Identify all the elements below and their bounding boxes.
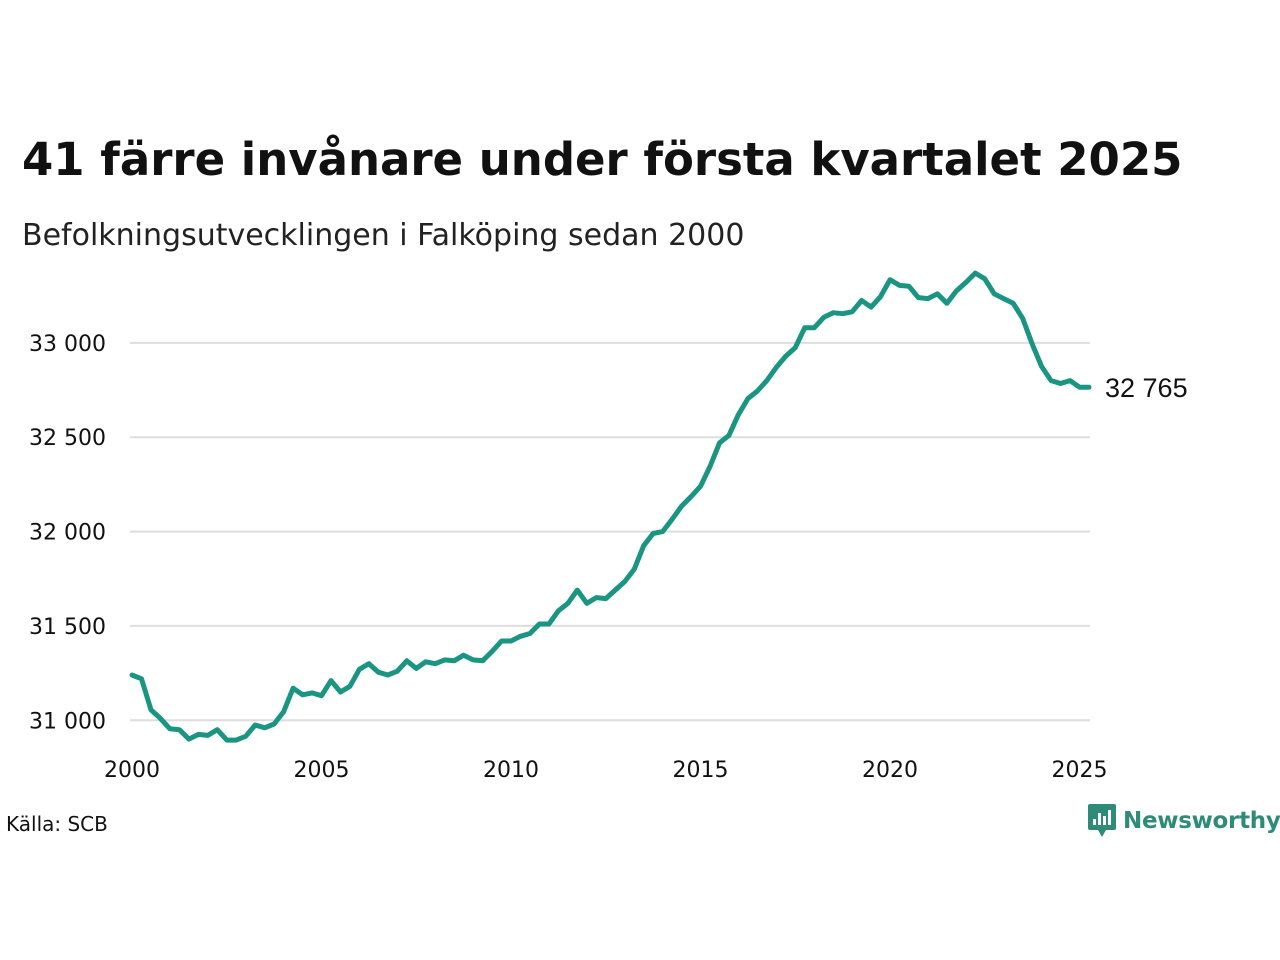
y-tick-label: 32 500 [29,426,106,451]
chart-subtitle: Befolkningsutvecklingen i Falköping seda… [22,218,745,253]
x-tick-label: 2010 [483,758,539,783]
x-tick-label: 2000 [104,758,160,783]
y-axis-tick-labels: 31 000 31 500 32 000 32 500 33 000 [29,332,106,734]
y-gridlines [130,341,1090,722]
x-tick-label: 2020 [862,758,918,783]
source-label: Källa: SCB [6,812,108,836]
population-series [129,270,1092,743]
x-tick-label: 2015 [673,758,729,783]
y-tick-label: 33 000 [29,332,106,357]
population-line [129,270,1092,743]
newsworthy-logo-icon [1088,804,1116,837]
x-tick-label: 2005 [294,758,350,783]
brand-name: Newsworthy [1123,808,1280,834]
y-tick-label: 31 500 [29,615,106,640]
newsworthy-brand[interactable]: Newsworthy [1088,804,1280,838]
y-tick-label: 32 000 [29,521,106,546]
chart-title: 41 färre invånare under första kvartalet… [22,133,1183,186]
y-tick-label: 31 000 [29,709,106,734]
x-tick-label: 2025 [1052,758,1108,783]
end-value-label: 32 765 [1105,373,1188,403]
x-axis-tick-labels: 2000 2005 2010 2015 2020 2025 [104,758,1108,783]
